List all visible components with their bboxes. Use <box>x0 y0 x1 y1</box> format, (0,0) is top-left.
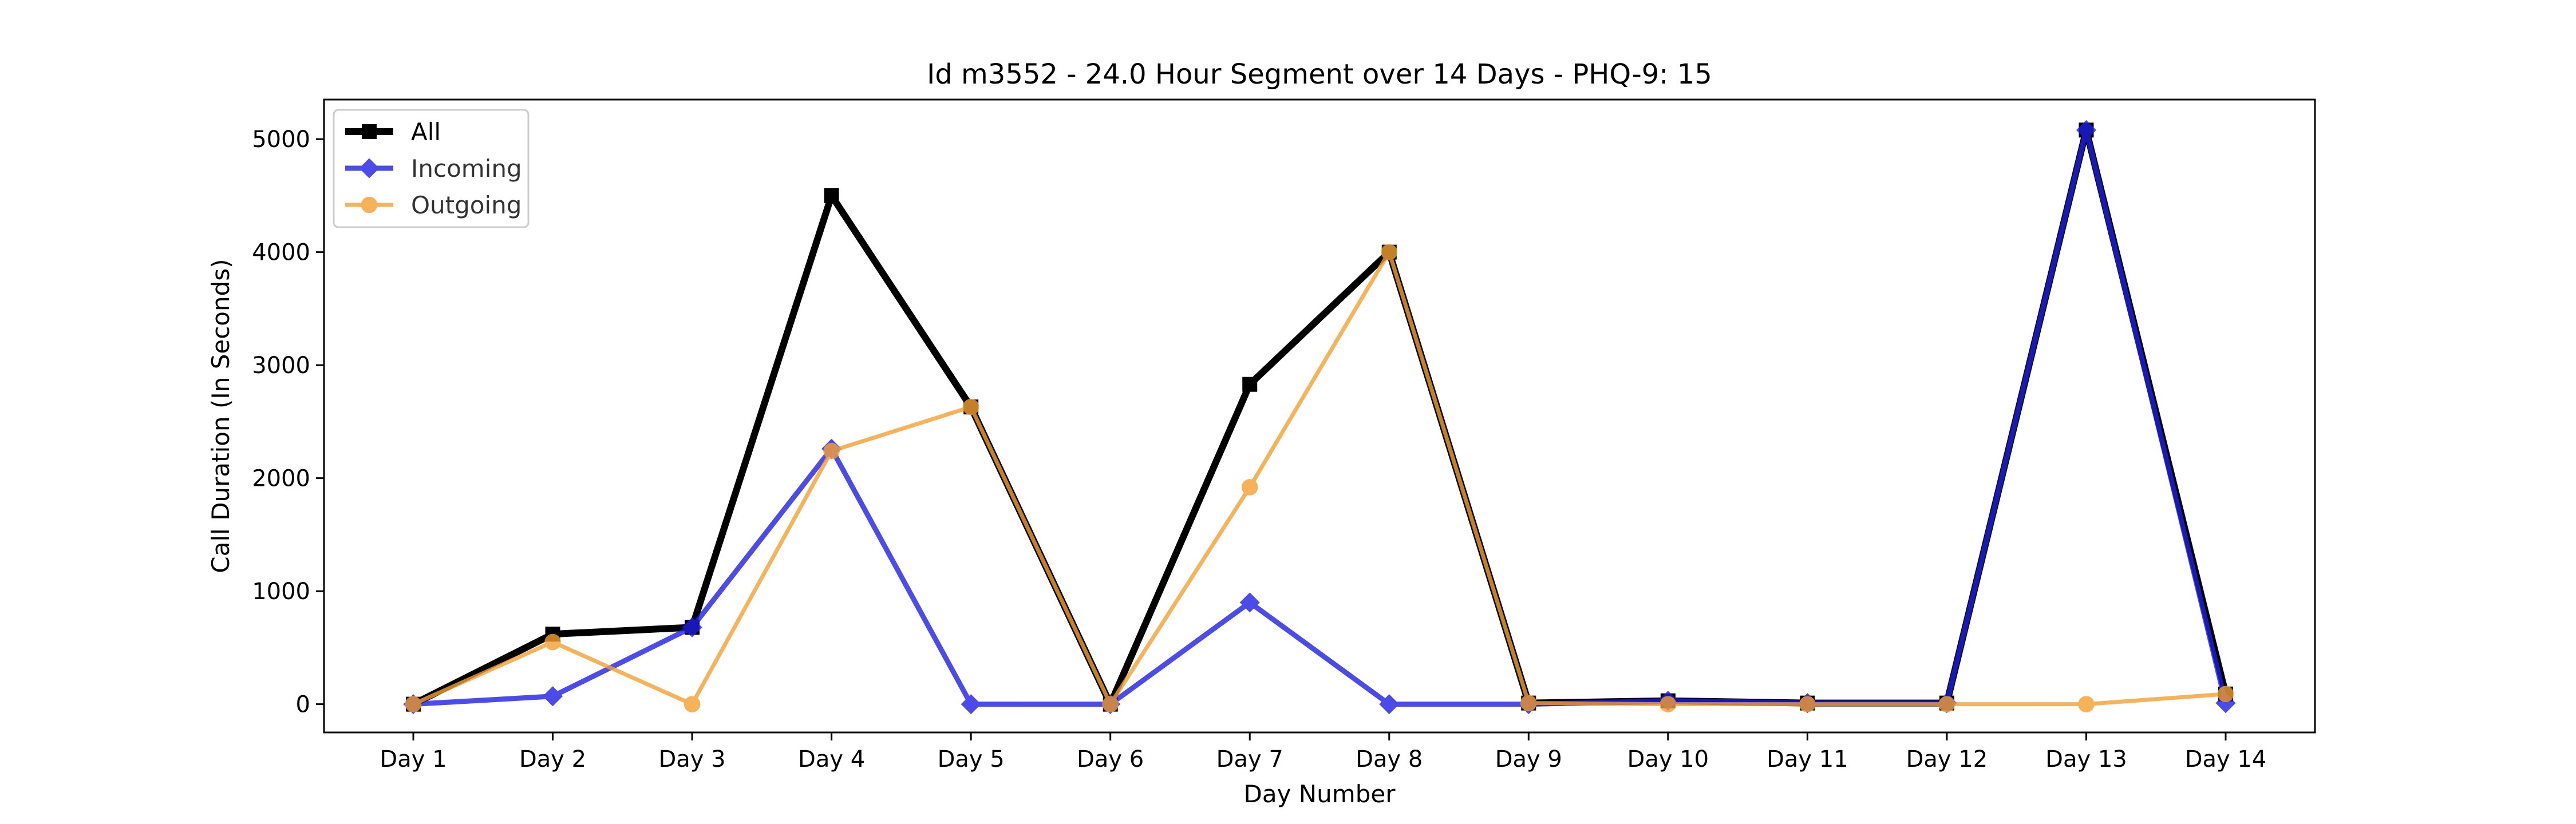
legend-swatch-marker <box>361 196 378 213</box>
data-point-outgoing <box>2217 686 2234 703</box>
y-axis: 0 1000 2000 3000 4000 5000 <box>252 126 324 718</box>
x-tick-label: Day 13 <box>2045 746 2127 772</box>
x-tick-label: Day 8 <box>1356 746 1423 772</box>
x-tick-label: Day 11 <box>1767 746 1848 772</box>
data-point-outgoing <box>823 442 840 459</box>
y-tick-label: 2000 <box>252 466 310 492</box>
data-point-outgoing <box>1520 695 1537 711</box>
series-line-outgoing <box>411 250 2228 707</box>
legend-box <box>333 109 530 228</box>
data-point-incoming <box>1379 694 1400 715</box>
y-tick-label: 4000 <box>252 240 310 266</box>
data-point-all <box>824 188 839 203</box>
data-point-all <box>1242 377 1258 392</box>
data-point-outgoing <box>962 398 979 415</box>
legend-swatch-marker <box>359 158 380 179</box>
series-layer <box>403 120 2236 715</box>
legend-item-all: All <box>345 118 441 146</box>
data-point-outgoing <box>1102 696 1119 712</box>
series-line-all <box>410 126 2229 708</box>
data-point-incoming <box>682 617 702 637</box>
x-tick-label: Day 1 <box>380 746 447 772</box>
y-tick-label: 1000 <box>252 579 310 605</box>
y-tick-label: 5000 <box>252 126 310 153</box>
series-all <box>406 122 2233 712</box>
chart-title: Id m3552 - 24.0 Hour Segment over 14 Day… <box>927 58 1712 90</box>
x-tick-label: Day 7 <box>1216 746 1283 772</box>
data-point-outgoing <box>1381 244 1398 260</box>
x-tick-label: Day 9 <box>1495 746 1562 772</box>
series-outgoing <box>405 244 2234 712</box>
data-point-outgoing <box>405 696 422 712</box>
y-axis-label: Call Duration (In Seconds) <box>207 259 235 573</box>
x-tick-label: Day 14 <box>2185 746 2267 772</box>
x-axis-label: Day Number <box>1243 780 1396 808</box>
x-tick-label: Day 2 <box>519 746 586 772</box>
legend-item-incoming: Incoming <box>345 154 522 183</box>
legend-label: Incoming <box>411 154 522 183</box>
data-point-incoming <box>961 694 981 715</box>
plot-area <box>323 98 2316 734</box>
data-point-outgoing <box>544 633 561 651</box>
legend-label: All <box>411 118 441 146</box>
legend: All Incoming Outgoing <box>333 109 530 228</box>
data-point-outgoing <box>2078 696 2095 712</box>
data-point-outgoing <box>1241 479 1258 496</box>
x-tick-label: Day 3 <box>658 746 725 772</box>
x-tick-label: Day 12 <box>1906 746 1988 772</box>
y-tick-label: 0 <box>296 692 310 718</box>
data-point-outgoing <box>1799 696 1816 712</box>
legend-item-outgoing: Outgoing <box>345 191 521 219</box>
x-tick-label: Day 4 <box>798 746 865 772</box>
x-tick-label: Day 10 <box>1627 746 1709 772</box>
data-point-incoming <box>2076 120 2097 140</box>
data-point-outgoing <box>1938 696 1955 712</box>
data-point-outgoing <box>1660 696 1677 712</box>
series-line-incoming <box>410 127 2229 707</box>
x-axis: Day 1 Day 2 Day 3 Day 4 Day 5 Day 6 Day 7 Day 8… <box>380 732 2266 772</box>
x-tick-label: Day 5 <box>938 746 1005 772</box>
data-point-incoming <box>1239 592 1260 613</box>
x-tick-label: Day 6 <box>1077 746 1144 772</box>
data-point-outgoing <box>683 696 701 712</box>
legend-swatch-marker <box>362 124 377 139</box>
legend-label: Outgoing <box>411 191 521 219</box>
y-tick-label: 3000 <box>252 352 310 379</box>
data-point-incoming <box>542 686 563 707</box>
